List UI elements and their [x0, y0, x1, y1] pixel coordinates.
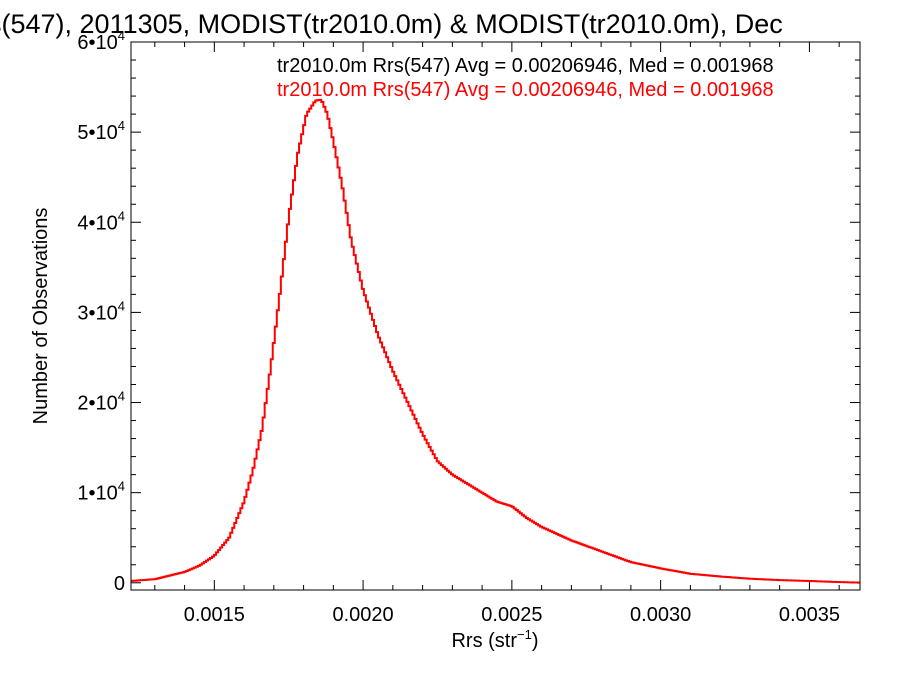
plot-frame [130, 41, 861, 591]
chart-title: s(547), 2011305, MODIST(tr2010.0m) & MOD… [0, 9, 783, 39]
y-tick-label: 1•104 [77, 479, 125, 505]
y-tick-label: 3•104 [77, 298, 125, 324]
x-axis: 0.0015 0.0020 0.0025 0.0030 0.0035 [154, 42, 840, 626]
y-tick-label-exponent: 4 [118, 28, 125, 43]
x-axis-label-main: Rrs (str [451, 630, 517, 652]
y-tick-label-base: 0 [114, 573, 125, 595]
series-group [131, 98, 860, 584]
x-tick-label: 0.0030 [630, 604, 691, 626]
x-tick-label: 0.0035 [779, 604, 840, 626]
y-tick-label-exponent: 4 [118, 298, 125, 313]
y-tick-label-base: 6•10 [77, 32, 117, 54]
y-tick-label: 0 [114, 573, 125, 595]
x-tick-label: 0.0015 [184, 604, 245, 626]
y-tick-label: 5•104 [77, 118, 125, 144]
y-tick-label-exponent: 4 [118, 208, 125, 223]
y-tick-label: 6•104 [77, 28, 125, 54]
y-tick-label-base: 1•10 [77, 483, 117, 505]
y-tick-label-exponent: 4 [118, 389, 125, 404]
x-axis-label: Rrs (str−1) [451, 627, 538, 652]
annotation-red: tr2010.0m Rrs(547) Avg = 0.00206946, Med… [277, 79, 774, 101]
annotation-black: tr2010.0m Rrs(547) Avg = 0.00206946, Med… [277, 55, 774, 77]
x-tick-label: 0.0020 [333, 604, 394, 626]
y-tick-label-base: 2•10 [77, 393, 117, 415]
y-tick-label-exponent: 4 [118, 479, 125, 494]
y-tick-label: 4•104 [77, 208, 125, 234]
y-tick-label-base: 5•10 [77, 122, 117, 144]
x-axis-label-superscript: −1 [517, 627, 532, 642]
y-tick-label-base: 3•10 [77, 302, 117, 324]
y-tick-label-exponent: 4 [118, 118, 125, 133]
y-tick-label: 2•104 [77, 389, 125, 415]
series-line-0 [131, 98, 860, 584]
x-axis-label-close: ) [532, 630, 539, 652]
x-tick-label: 0.0025 [481, 604, 542, 626]
annotation-group: tr2010.0m Rrs(547) Avg = 0.00206946, Med… [277, 55, 774, 101]
y-axis-label: Number of Observations [30, 208, 52, 425]
y-tick-label-base: 4•10 [77, 212, 117, 234]
